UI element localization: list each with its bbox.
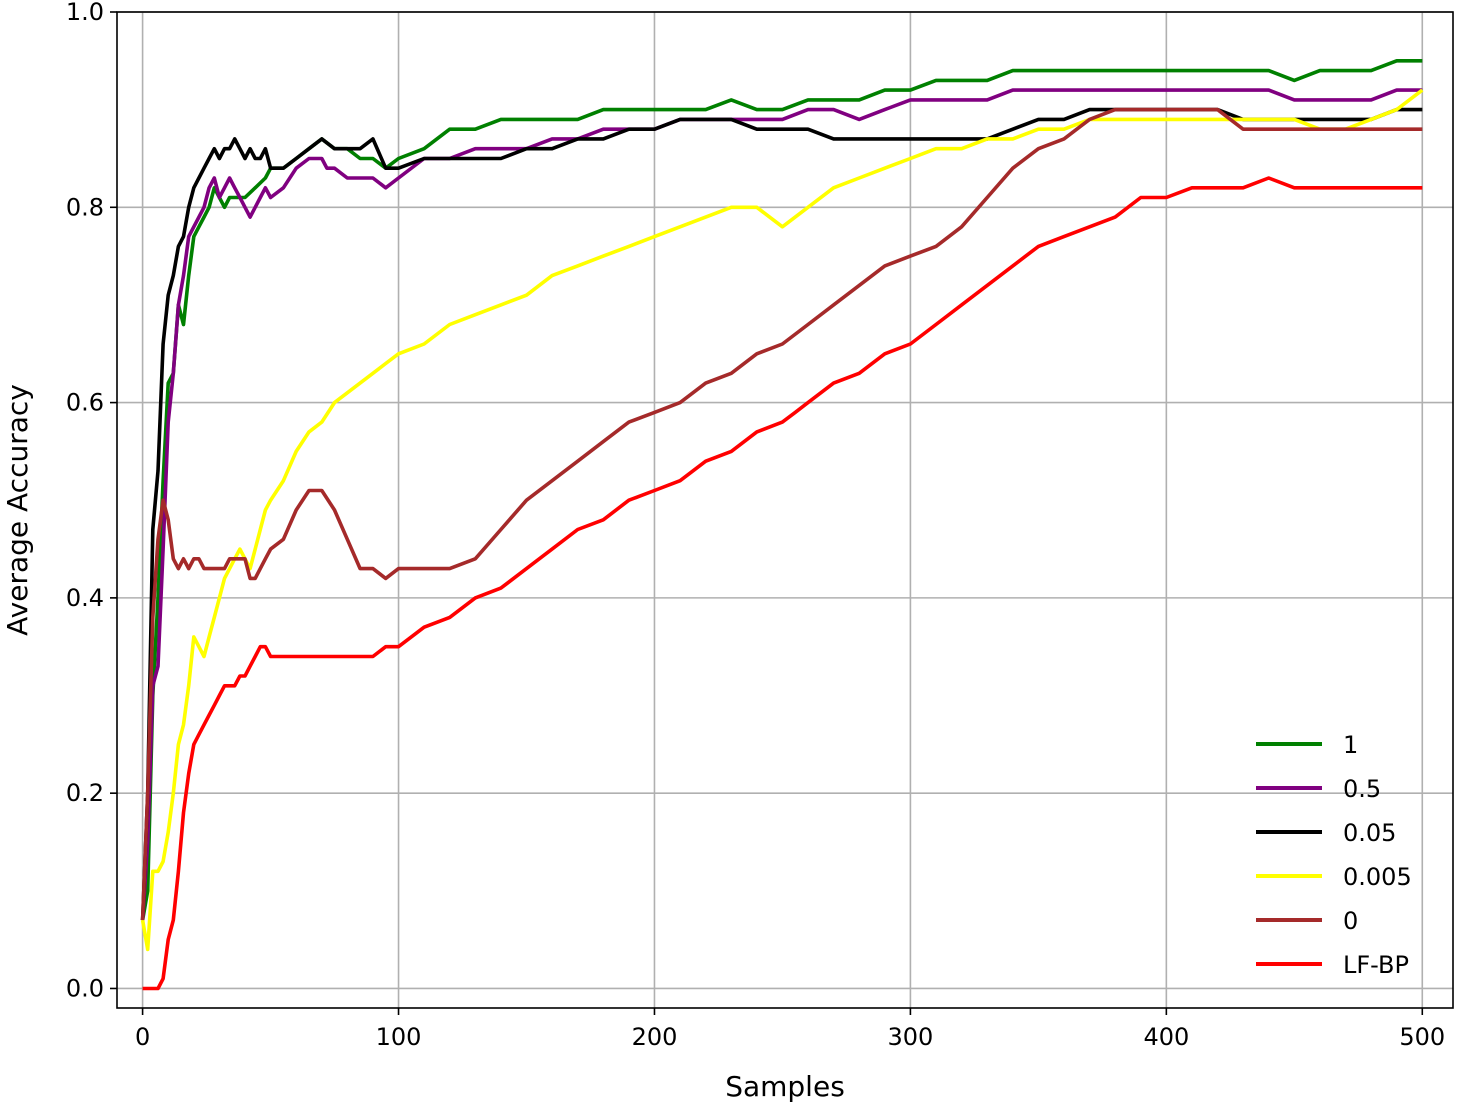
series-line-5	[142, 176, 1423, 991]
x-tick-label: 300	[888, 1023, 934, 1051]
y-tick-label: 1.0	[66, 0, 104, 26]
x-tick-label: 0	[135, 1023, 150, 1051]
legend-label: 0.05	[1343, 819, 1396, 847]
y-tick-label: 0.2	[66, 779, 104, 807]
series-line-3	[140, 88, 1424, 952]
series-line-2	[140, 107, 1423, 921]
legend-label: 0.5	[1343, 775, 1381, 803]
x-tick-label: 100	[376, 1023, 422, 1051]
legend-label: 1	[1343, 731, 1358, 759]
y-tick-label: 0.4	[66, 584, 104, 612]
grid	[117, 11, 1453, 1008]
y-axis-label: Average Accuracy	[1, 384, 34, 636]
y-tick-label: 0.6	[66, 389, 104, 417]
x-tick-label: 500	[1399, 1023, 1445, 1051]
plot-frame	[116, 11, 1454, 1009]
y-tick-label: 0.8	[66, 193, 104, 221]
series-line-0	[140, 59, 1423, 921]
x-tick-label: 400	[1143, 1023, 1189, 1051]
x-tick-label: 200	[632, 1023, 678, 1051]
legend-label: 0.005	[1343, 863, 1412, 891]
series-lines	[140, 59, 1424, 991]
y-tick-label: 0.0	[66, 974, 104, 1002]
x-axis-label: Samples	[725, 1070, 845, 1103]
series-line-1	[140, 88, 1423, 921]
axis-ticks: 0 100 200 300 400 500 0.0 0.2 0.4 0.6 0.8 1.0	[66, 0, 1445, 1051]
legend: 1 0.5 0.05 0.005 0 LF-BP	[1256, 731, 1412, 979]
legend-label: LF-BP	[1343, 951, 1409, 979]
legend-label: 0	[1343, 907, 1358, 935]
series-line-4	[140, 107, 1423, 921]
